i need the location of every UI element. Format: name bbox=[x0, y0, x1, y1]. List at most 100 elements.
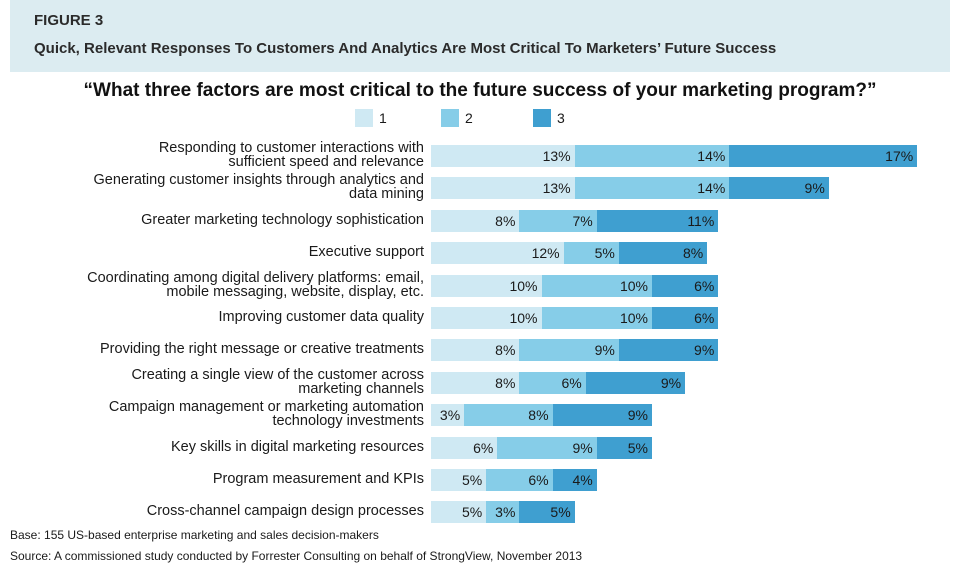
data-label: 6% bbox=[694, 310, 715, 326]
data-label: 5% bbox=[550, 504, 571, 520]
category-label-line: data mining bbox=[349, 186, 424, 202]
bar-segment-series-1 bbox=[431, 501, 487, 523]
legend-swatch-2 bbox=[441, 109, 459, 127]
legend-label-2: 2 bbox=[465, 110, 473, 126]
category-label: Responding to customer interactions with… bbox=[159, 141, 424, 170]
category-label-line: Greater marketing technology sophisticat… bbox=[141, 212, 424, 228]
bar-segment-series-1 bbox=[431, 372, 520, 394]
data-label: 8% bbox=[495, 375, 516, 391]
category-label-line: Creating a single view of the customer a… bbox=[131, 367, 424, 383]
bar-segment-series-2 bbox=[497, 437, 597, 459]
category-label: Key skills in digital marketing resource… bbox=[170, 439, 424, 455]
bar-segment-series-3 bbox=[552, 469, 597, 491]
data-label: 6% bbox=[694, 278, 715, 294]
bar-segment-series-3 bbox=[729, 145, 918, 167]
category-label-line: Generating customer insights through ana… bbox=[93, 172, 424, 188]
bar-segment-series-2 bbox=[519, 339, 619, 361]
data-label: 4% bbox=[572, 472, 593, 488]
bar-segment-series-3 bbox=[618, 242, 708, 264]
category-label: Providing the right message or creative … bbox=[100, 341, 424, 357]
bar-segment-series-1 bbox=[431, 469, 487, 491]
category-label-line: Coordinating among digital delivery plat… bbox=[87, 270, 424, 286]
category-label-line: mobile messaging, website, display, etc. bbox=[166, 284, 424, 300]
bar-segment-series-3 bbox=[729, 177, 829, 199]
legend-label-3: 3 bbox=[557, 110, 565, 126]
bar-segment-series-1 bbox=[431, 404, 465, 426]
bar-segment-series-1 bbox=[431, 242, 564, 264]
bar-segment-series-3 bbox=[519, 501, 575, 523]
bar-segment-series-3 bbox=[585, 372, 686, 394]
bar-segment-series-2 bbox=[519, 210, 597, 232]
category-label: Coordinating among digital delivery plat… bbox=[87, 270, 424, 300]
category-label: Greater marketing technology sophisticat… bbox=[141, 212, 424, 228]
data-label: 9% bbox=[660, 375, 682, 391]
data-label: 9% bbox=[694, 342, 715, 358]
data-label: 8% bbox=[495, 213, 516, 229]
chart-question: “What three factors are most critical to… bbox=[83, 80, 877, 101]
bar-segment-series-1 bbox=[431, 437, 498, 459]
data-label: 8% bbox=[683, 245, 704, 261]
bar-segment-series-1 bbox=[431, 339, 520, 361]
data-label: 3% bbox=[495, 504, 516, 520]
category-label-line: Providing the right message or creative … bbox=[100, 341, 424, 357]
bar-segment-series-1 bbox=[431, 307, 542, 329]
data-label: 3% bbox=[439, 407, 461, 423]
data-label: 10% bbox=[509, 278, 538, 294]
category-label-line: Campaign management or marketing automat… bbox=[108, 399, 424, 415]
data-label: 14% bbox=[697, 148, 726, 164]
data-label: 8% bbox=[528, 407, 549, 423]
data-label: 14% bbox=[697, 180, 726, 196]
bar-segment-series-2 bbox=[563, 242, 619, 264]
legend-swatch-1 bbox=[355, 109, 373, 127]
category-label: Creating a single view of the customer a… bbox=[131, 367, 424, 397]
bar-segment-series-2 bbox=[486, 469, 553, 491]
bar-segment-series-3 bbox=[596, 210, 719, 232]
base-note: Base: 155 US-based enterprise marketing … bbox=[10, 528, 379, 542]
data-label: 9% bbox=[594, 342, 615, 358]
bar-segment-series-2 bbox=[486, 501, 520, 523]
legend-label-1: 1 bbox=[379, 110, 387, 126]
bar-segment-series-1 bbox=[431, 177, 575, 199]
data-label: 6% bbox=[561, 375, 582, 391]
bar-segment-series-1 bbox=[431, 210, 520, 232]
bar-segment-series-3 bbox=[652, 275, 719, 297]
figure-header: FIGURE 3 Quick, Relevant Responses To Cu… bbox=[10, 0, 950, 72]
data-label: 8% bbox=[495, 342, 516, 358]
data-label: 7% bbox=[572, 213, 593, 229]
category-label-line: Improving customer data quality bbox=[218, 309, 424, 325]
data-label: 9% bbox=[572, 440, 593, 456]
category-label-line: Key skills in digital marketing resource… bbox=[170, 439, 424, 455]
category-label: Campaign management or marketing automat… bbox=[108, 399, 424, 429]
figure-title: Quick, Relevant Responses To Customers A… bbox=[34, 40, 777, 57]
figure-label: FIGURE 3 bbox=[34, 12, 104, 29]
bar-segment-series-3 bbox=[618, 339, 719, 361]
data-label: 10% bbox=[619, 310, 648, 326]
source-note: Source: A commissioned study conducted b… bbox=[10, 549, 583, 563]
data-label: 10% bbox=[619, 278, 648, 294]
legend-swatch-3 bbox=[533, 109, 551, 127]
data-label: 9% bbox=[627, 407, 648, 423]
category-label-line: Executive support bbox=[308, 244, 424, 260]
category-label: Improving customer data quality bbox=[218, 309, 424, 325]
data-label: 9% bbox=[804, 180, 825, 196]
data-label: 17% bbox=[885, 148, 914, 164]
category-label: Program measurement and KPIs bbox=[213, 472, 424, 487]
bar-segment-series-3 bbox=[552, 404, 652, 426]
data-label: 13% bbox=[542, 180, 571, 196]
data-label: 5% bbox=[627, 440, 648, 456]
bar-segment-series-2 bbox=[519, 372, 586, 394]
data-label: 5% bbox=[594, 245, 615, 261]
bar-segment-series-1 bbox=[431, 145, 575, 167]
category-label-line: sufficient speed and relevance bbox=[228, 154, 424, 170]
bar-segment-series-2 bbox=[574, 177, 730, 199]
bar-segment-series-2 bbox=[574, 145, 730, 167]
data-label: 6% bbox=[528, 472, 549, 488]
category-label-line: marketing channels bbox=[298, 381, 424, 397]
category-label: Generating customer insights through ana… bbox=[93, 172, 424, 202]
category-label: Executive support bbox=[308, 244, 424, 260]
data-label: 10% bbox=[509, 310, 538, 326]
data-label: 12% bbox=[531, 245, 560, 261]
bar-segment-series-3 bbox=[596, 437, 652, 459]
bar-segment-series-2 bbox=[541, 307, 652, 329]
bar-segment-series-2 bbox=[541, 275, 652, 297]
